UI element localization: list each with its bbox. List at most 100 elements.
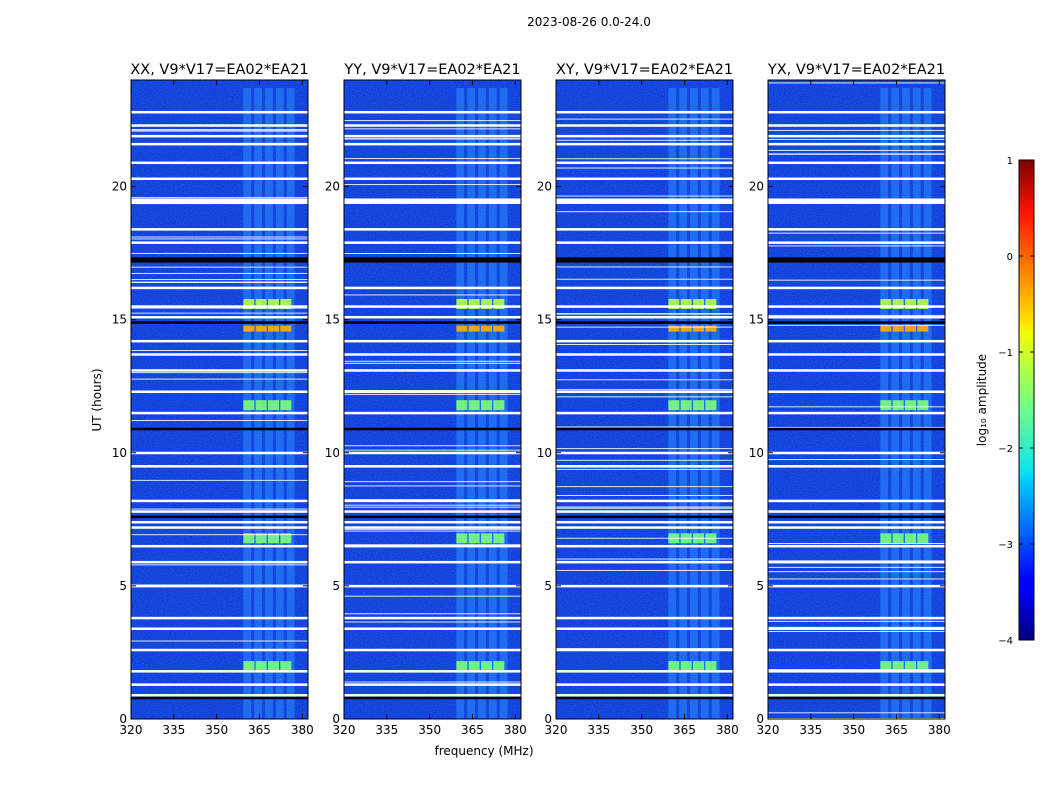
- panel-yy: YY, V9*V17=EA02*EA21 320 335 350 365 380 0 5 10 1…: [325, 62, 527, 737]
- flagged-row: [768, 544, 945, 548]
- y-tick-label: 20: [112, 180, 127, 194]
- flagged-row: [344, 294, 521, 296]
- flagged-row: [768, 426, 945, 428]
- rfi-burst: [880, 533, 892, 544]
- flagged-row: [131, 252, 308, 254]
- flagged-row: [556, 648, 733, 650]
- panel-title: YY, V9*V17=EA02*EA21: [343, 62, 520, 78]
- flagged-row: [556, 468, 733, 470]
- flagged-row: [556, 158, 733, 160]
- y-tick-label: 15: [537, 313, 552, 327]
- flagged-row: [344, 499, 521, 503]
- colorbar-tick-label: −1: [998, 348, 1013, 359]
- flagged-row: [344, 138, 521, 140]
- y-tick-label: 10: [749, 446, 764, 460]
- x-tick-label: 335: [799, 723, 822, 737]
- panel-frame: [767, 79, 946, 720]
- flagged-band: [556, 198, 733, 204]
- flagged-row: [768, 566, 945, 568]
- rfi-burst: [480, 325, 492, 332]
- flagged-row: [768, 451, 945, 455]
- flagged-row: [556, 110, 733, 114]
- flagged-row: [768, 560, 945, 562]
- flagged-row: [556, 389, 733, 391]
- flagged-row: [768, 717, 945, 719]
- flagged-row: [344, 506, 521, 508]
- rfi-burst: [692, 400, 704, 411]
- flagged-row: [768, 339, 945, 343]
- x-tick-label: 365: [885, 723, 908, 737]
- rfi-burst: [904, 298, 916, 309]
- flagged-row: [768, 543, 945, 545]
- flagged-row: [768, 245, 945, 247]
- flagged-row: [556, 544, 733, 548]
- flagged-row: [768, 82, 945, 84]
- flagged-row: [344, 683, 521, 685]
- colorbar-tick-label: 0: [1007, 252, 1013, 263]
- flagged-row: [131, 616, 308, 620]
- flagged-row: [131, 420, 308, 422]
- dark-row: [768, 260, 945, 263]
- flagged-row: [344, 544, 521, 548]
- flagged-row: [556, 379, 733, 381]
- rfi-burst: [255, 298, 267, 309]
- flagged-row: [131, 161, 308, 165]
- flagged-row: [131, 411, 308, 415]
- flagged-row: [768, 241, 945, 244]
- flagged-row: [131, 339, 308, 343]
- flagged-row: [556, 510, 733, 513]
- flagged-row: [344, 390, 521, 394]
- rfi-burst: [892, 400, 904, 411]
- panel-title: XX, V9*V17=EA02*EA21: [130, 62, 308, 78]
- flagged-band: [768, 198, 945, 204]
- flagged-row: [344, 252, 521, 254]
- rfi-burst: [267, 400, 279, 411]
- rfi-burst: [243, 400, 255, 411]
- flagged-row: [768, 560, 945, 564]
- flagged-row: [344, 124, 521, 127]
- rfi-burst: [243, 661, 255, 672]
- panel-xx: XX, V9*V17=EA02*EA21 320 335 350 365 380 0 5 10 1…: [112, 62, 314, 737]
- rfi-burst: [493, 400, 505, 411]
- flagged-row: [131, 307, 308, 309]
- flagged-row: [768, 138, 945, 140]
- flagged-row: [556, 411, 733, 415]
- flagged-row: [768, 520, 945, 524]
- rfi-burst: [243, 298, 255, 309]
- flagged-row: [768, 305, 945, 308]
- flagged-row: [344, 616, 521, 620]
- flagged-row: [768, 390, 945, 394]
- flagged-row: [556, 118, 733, 120]
- flagged-row: [556, 396, 733, 398]
- flagged-row: [131, 584, 308, 586]
- flagged-row: [344, 411, 521, 415]
- x-tick-label: 320: [120, 723, 143, 737]
- rfi-channel: [488, 88, 497, 719]
- flagged-row: [344, 110, 521, 114]
- panel-yx: YX, V9*V17=EA02*EA21 320 335 350 365 380 0 5 10 1…: [749, 62, 951, 737]
- flagged-row: [556, 520, 733, 524]
- flagged-row: [344, 544, 521, 546]
- x-tick-label: 350: [205, 723, 228, 737]
- colorbar-tick-label: 1: [1007, 156, 1013, 167]
- x-tick-label: 335: [162, 723, 185, 737]
- rfi-burst: [917, 325, 929, 332]
- y-tick-label: 10: [537, 446, 552, 460]
- rfi-burst: [880, 661, 892, 672]
- flagged-row: [344, 184, 521, 186]
- rfi-burst: [456, 325, 468, 332]
- flagged-row: [344, 510, 521, 513]
- flagged-row: [768, 142, 945, 146]
- flagged-row: [556, 616, 733, 620]
- panel-frame: [343, 79, 522, 720]
- flagged-band: [131, 198, 308, 204]
- rfi-burst: [493, 325, 505, 332]
- flagged-row: [768, 134, 945, 138]
- flagged-row: [344, 134, 521, 138]
- x-tick-label: 335: [375, 723, 398, 737]
- flagged-row: [131, 134, 308, 138]
- y-tick-label: 20: [537, 180, 552, 194]
- flagged-row: [344, 353, 521, 356]
- rfi-burst: [468, 661, 480, 672]
- flagged-row: [344, 360, 521, 362]
